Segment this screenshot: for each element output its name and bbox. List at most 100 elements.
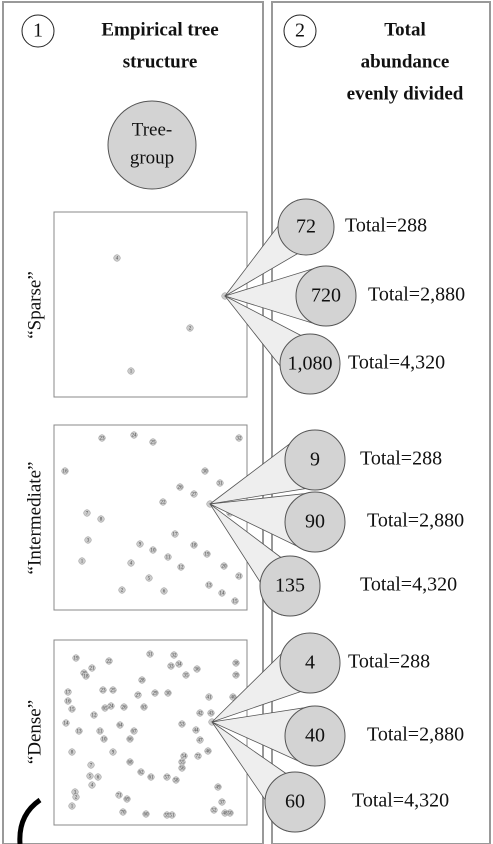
tree-label: 51 [170, 813, 176, 818]
tree-marker [149, 438, 157, 446]
tree-label: 23 [101, 688, 107, 693]
tree-marker [178, 720, 186, 728]
tree-label: 72 [196, 754, 202, 759]
tree-label: 48 [223, 811, 229, 816]
tree-marker [113, 254, 121, 262]
tree-label: 65 [103, 706, 109, 711]
tree-marker [100, 735, 108, 743]
tree-marker [229, 693, 237, 701]
tree-label: 19 [74, 656, 80, 661]
abundance: 72 [296, 216, 316, 238]
tree-label: 1 [81, 559, 84, 564]
tree-marker [78, 557, 86, 565]
tree-label: 14 [220, 591, 226, 596]
tree-marker [175, 660, 183, 668]
tree-label: 3 [87, 538, 90, 543]
tree-marker [138, 676, 146, 684]
total: Total=4,320 [352, 790, 449, 812]
tree-marker [160, 587, 168, 595]
tree-label: 1 [130, 369, 133, 374]
tree-label: 56 [180, 766, 186, 771]
tree-label: 7 [86, 511, 89, 516]
tree-label: 35 [184, 673, 190, 678]
tree-label: 6 [163, 589, 166, 594]
panel-title: evenly divided [347, 83, 464, 104]
total: Total=288 [360, 448, 442, 470]
tree-marker [196, 736, 204, 744]
tree-marker [177, 563, 185, 571]
tree-label: 46 [206, 749, 212, 754]
tree-label: 50 [228, 811, 234, 816]
panel-border [2, 1, 264, 844]
tree-marker [72, 654, 80, 662]
tree-marker [164, 689, 172, 697]
tree-marker [203, 550, 211, 558]
tree-marker [182, 671, 190, 679]
tree-marker [220, 562, 228, 570]
tree-marker [176, 483, 184, 491]
tree-label: 24 [109, 704, 115, 709]
number-circle [21, 14, 55, 48]
tree-label: 32 [237, 436, 243, 441]
tree-label: 16 [66, 699, 72, 704]
tree-label: 7 [90, 763, 93, 768]
tree-marker [75, 727, 83, 735]
tree-marker [140, 703, 148, 711]
tree-label: 52 [212, 808, 218, 813]
tree-marker [147, 773, 155, 781]
tree-marker [192, 726, 200, 734]
tree-label: 10 [151, 548, 157, 553]
abundance: 90 [305, 511, 325, 533]
panel-number: 2 [295, 20, 305, 42]
tree-marker [130, 431, 138, 439]
tree-marker [235, 572, 243, 580]
tree-marker [82, 672, 90, 680]
tree-marker [126, 758, 134, 766]
tree-label: 33 [169, 664, 175, 669]
tree-label: 37 [220, 800, 226, 805]
tree-label: 53 [180, 722, 186, 727]
tree-marker [84, 536, 92, 544]
tree-marker [159, 498, 167, 506]
tree-marker [218, 798, 226, 806]
panel-title: abundance [361, 51, 450, 72]
tree-label: 15 [233, 599, 239, 604]
tree-label: 28 [140, 678, 146, 683]
tree-label: 19 [205, 552, 211, 557]
total: Total=4,320 [348, 352, 445, 374]
tree-marker [221, 809, 229, 817]
number-circle [283, 14, 317, 48]
tree-marker [194, 752, 202, 760]
tree-marker [136, 540, 144, 548]
tree-marker [134, 691, 142, 699]
tree-marker [190, 490, 198, 498]
tree-marker [109, 686, 117, 694]
tree-label: 70 [121, 810, 127, 815]
tree-label: 21 [237, 574, 243, 579]
tree-marker [164, 553, 172, 561]
tree-label: 68 [128, 760, 134, 765]
tree-label: 20 [222, 564, 228, 569]
tree-label: 17 [66, 690, 72, 695]
tree-marker [86, 772, 94, 780]
tree-label: 4 [91, 783, 94, 788]
tree-marker [97, 515, 105, 523]
tree-label: 12 [92, 713, 98, 718]
tree-label: 71 [117, 793, 123, 798]
tree-label: 9 [139, 542, 142, 547]
tree-label: 67 [132, 729, 138, 734]
tree-label: 4 [116, 256, 119, 261]
tree-marker [118, 586, 126, 594]
tree-marker [190, 541, 198, 549]
tree-marker [68, 705, 76, 713]
tree-label: 40 [231, 695, 237, 700]
tree-label: 15 [70, 707, 76, 712]
tree-label: 2 [121, 588, 124, 593]
tree-label: 13 [207, 583, 213, 588]
tree-marker [127, 559, 135, 567]
tree-label: 32 [172, 653, 178, 658]
tree-marker [232, 659, 240, 667]
tree-label: 42 [198, 711, 204, 716]
tree-marker [64, 688, 72, 696]
